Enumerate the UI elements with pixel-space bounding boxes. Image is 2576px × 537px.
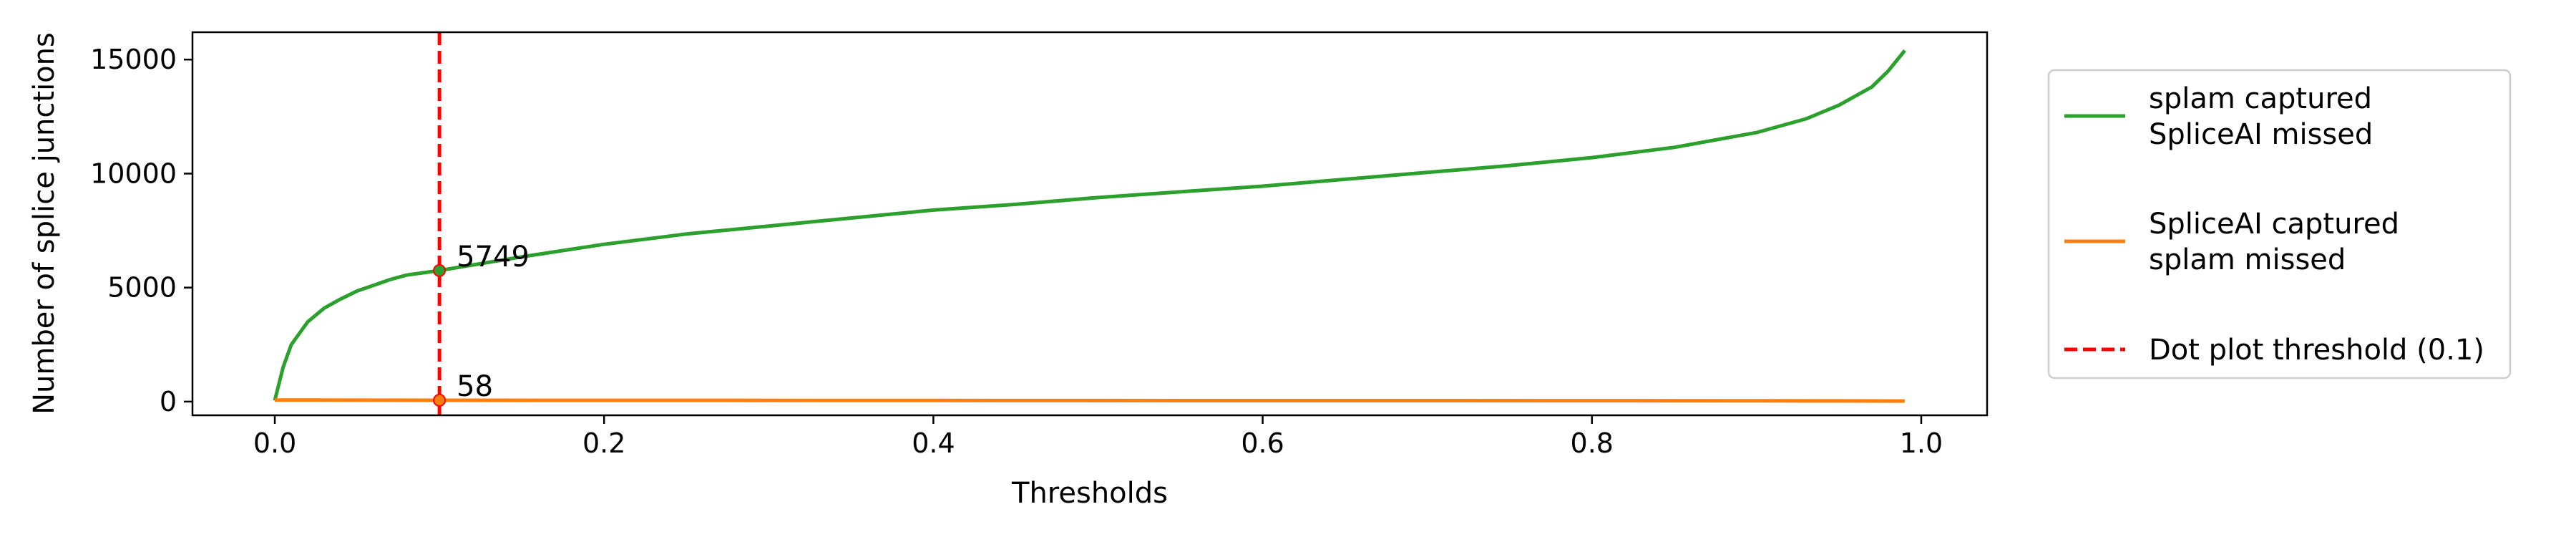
y-tick-label: 0 bbox=[160, 386, 177, 417]
y-tick-label: 5000 bbox=[107, 272, 177, 304]
x-axis-label: Thresholds bbox=[1011, 477, 1168, 510]
annotation-marker bbox=[433, 394, 447, 407]
legend-label: Dot plot threshold (0.1) bbox=[2149, 334, 2484, 367]
plot-area-frame bbox=[191, 31, 1989, 417]
legend: splam captured SpliceAI missed SpliceAI ca… bbox=[2047, 69, 2512, 379]
series-line-1 bbox=[273, 49, 1906, 401]
legend-label: SpliceAI captured splam missed bbox=[2149, 208, 2399, 276]
x-tick-label: 0.8 bbox=[1571, 427, 1614, 459]
annotation-label: 5749 bbox=[457, 241, 530, 274]
y-axis-label: Number of splice junctions bbox=[28, 32, 61, 415]
x-tick-label: 0.0 bbox=[253, 427, 296, 459]
y-tick-label: 15000 bbox=[90, 44, 177, 75]
annotation-label: 58 bbox=[457, 370, 493, 403]
legend-frame bbox=[2047, 69, 2512, 379]
y-tick-label: 10000 bbox=[90, 158, 177, 189]
x-tick-label: 0.2 bbox=[582, 427, 625, 459]
legend-label: splam captured SpliceAI missed bbox=[2149, 82, 2373, 151]
x-tick-label: 1.0 bbox=[1900, 427, 1943, 459]
x-tick-label: 0.6 bbox=[1241, 427, 1284, 459]
x-tick-label: 0.4 bbox=[912, 427, 955, 459]
series-line-2 bbox=[274, 398, 1906, 403]
annotation-marker bbox=[433, 263, 447, 277]
